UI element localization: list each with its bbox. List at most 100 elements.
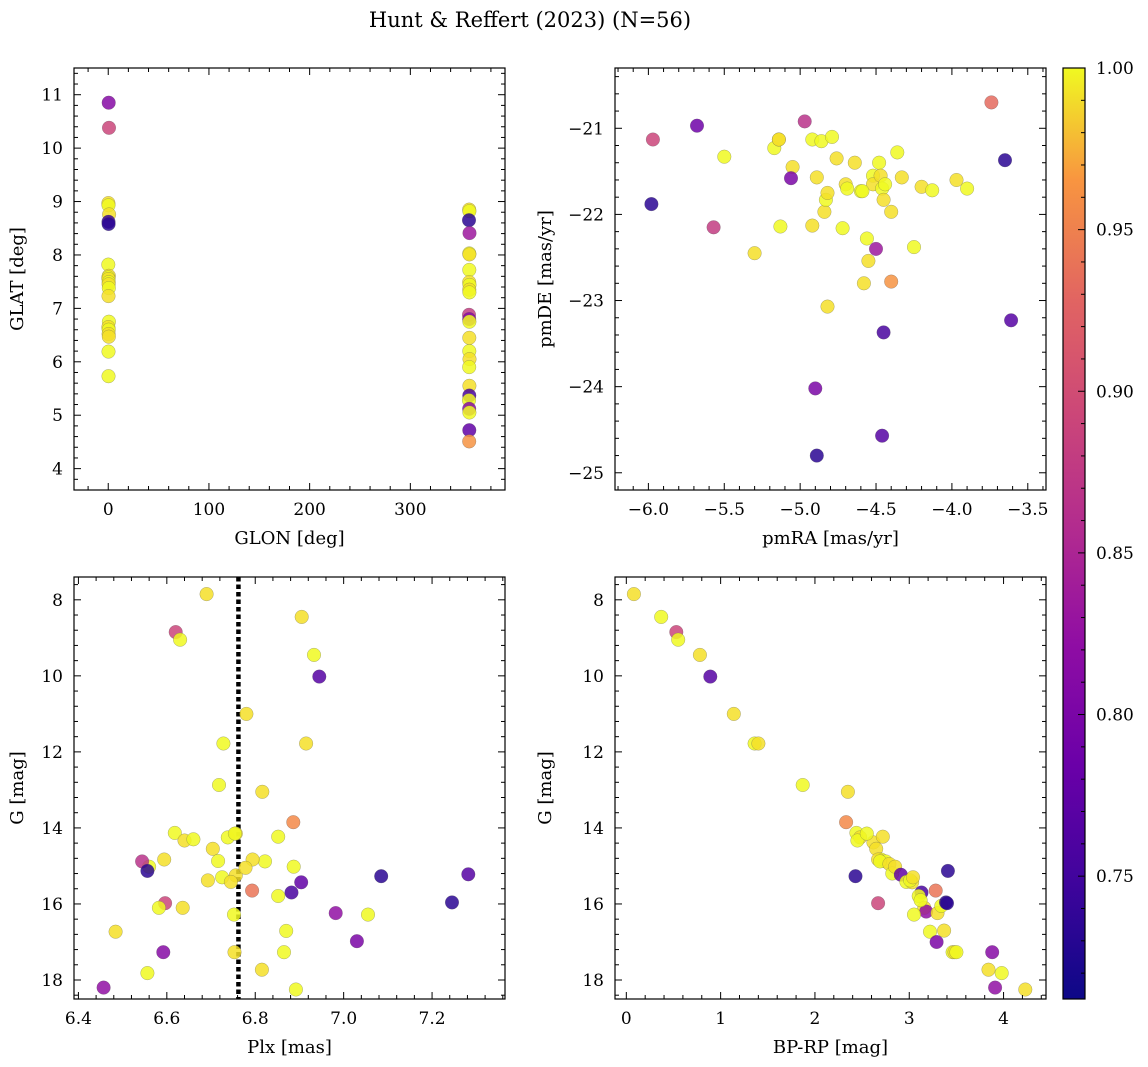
scatter-point (840, 784, 855, 799)
scatter-point (878, 177, 893, 192)
scatter-point (349, 934, 364, 949)
scatter-point (211, 854, 226, 869)
scatter-point (847, 155, 862, 170)
scatter-point (173, 632, 188, 647)
scatter-point (1004, 313, 1019, 328)
y-tick-label: 8 (593, 591, 604, 611)
colorbar-tick-label: 0.80 (1096, 706, 1134, 726)
scatter-point (925, 183, 940, 198)
scatter-point (949, 945, 964, 960)
scatter-point (797, 114, 812, 129)
scatter-point (856, 276, 871, 291)
x-tick-label: 6.8 (242, 1009, 269, 1029)
scatter-point (820, 299, 835, 314)
scatter-point (703, 669, 718, 684)
y-tick-label: 4 (52, 460, 63, 480)
scatter-point (848, 869, 863, 884)
y-tick-label: 9 (52, 193, 63, 213)
scatter-point (101, 216, 116, 231)
scatter-point (835, 221, 850, 236)
y-axis-label: GLAT [deg] (7, 227, 28, 331)
scatter-point (771, 132, 786, 147)
x-axis-label: GLON [deg] (234, 528, 344, 549)
scatter-point (913, 893, 928, 908)
panel-2: −6.0 −5.5 −5.0 −4.5 −4.0 −3.5 −25 −24 −23 −22 −21 p… (535, 67, 1048, 549)
colorbar-tick-label: 1.00 (1096, 59, 1134, 79)
scatter-point (151, 900, 166, 915)
scatter-point (890, 145, 905, 160)
scatter-points (626, 587, 1033, 997)
scatter-point (829, 151, 844, 166)
scatter-point (461, 867, 476, 882)
scatter-point (988, 980, 1003, 995)
scatter-point (254, 962, 269, 977)
scatter-point (462, 405, 477, 420)
y-tick-label: 8 (52, 246, 63, 266)
scatter-point (200, 873, 215, 888)
x-axis-label: Plx [mas] (247, 1037, 332, 1058)
scatter-point (994, 966, 1009, 981)
scatter-point (985, 945, 1000, 960)
x-tick-label: 7.0 (330, 1009, 357, 1029)
scatter-point (462, 314, 477, 329)
scatter-point (654, 609, 669, 624)
y-tick-label: −21 (568, 119, 604, 139)
scatter-point (238, 860, 253, 875)
scatter-point (869, 241, 884, 256)
scatter-point (157, 852, 172, 867)
scatter-point (462, 226, 477, 241)
scatter-point (876, 192, 891, 207)
scatter-point (784, 171, 799, 186)
scatter-point (294, 875, 309, 890)
y-tick-label: 12 (582, 743, 604, 763)
scatter-point (872, 155, 887, 170)
x-tick-label: 2 (810, 1009, 821, 1029)
colorbar-tick-label: 0.75 (1096, 867, 1134, 887)
scatter-point (717, 149, 732, 164)
scatter-points (96, 587, 476, 997)
scatter-point (907, 240, 922, 255)
scatter-point (227, 945, 242, 960)
scatter-point (101, 329, 116, 344)
scatter-point (140, 966, 155, 981)
scatter-point (279, 923, 294, 938)
scatter-point (907, 907, 922, 922)
x-tick-label: 100 (193, 500, 225, 520)
scatter-point (205, 841, 220, 856)
scatter-point (284, 885, 299, 900)
scatter-points (101, 95, 477, 449)
x-tick-label: −3.5 (1007, 500, 1048, 520)
scatter-point (884, 274, 899, 289)
scatter-point (294, 609, 309, 624)
scatter-point (101, 289, 116, 304)
scatter-point (937, 923, 952, 938)
scatter-point (859, 826, 874, 841)
scatter-point (825, 129, 840, 144)
scatter-point (108, 924, 123, 939)
y-tick-label: 11 (41, 86, 63, 106)
scatter-point (101, 369, 116, 384)
scatter-point (271, 829, 286, 844)
y-tick-label: 18 (582, 971, 604, 991)
scatter-point (445, 895, 460, 910)
y-tick-label: 8 (52, 591, 63, 611)
y-tick-label: −22 (568, 205, 604, 225)
scatter-point (167, 825, 182, 840)
scatter-point (255, 784, 270, 799)
colorbar-tick-label: 0.90 (1096, 382, 1134, 402)
y-tick-label: 7 (52, 299, 63, 319)
scatter-point (462, 285, 477, 300)
y-tick-label: 14 (41, 819, 63, 839)
scatter-point (156, 945, 171, 960)
y-tick-label: −23 (568, 292, 604, 312)
scatter-point (751, 736, 766, 751)
scatter-point (894, 170, 909, 185)
scatter-point (859, 231, 874, 246)
y-axis-label: G [mag] (7, 751, 28, 824)
x-axis-label: BP-RP [mag] (773, 1037, 888, 1058)
scatter-point (706, 220, 721, 235)
scatter-point (288, 982, 303, 997)
scatter-point (884, 204, 899, 219)
